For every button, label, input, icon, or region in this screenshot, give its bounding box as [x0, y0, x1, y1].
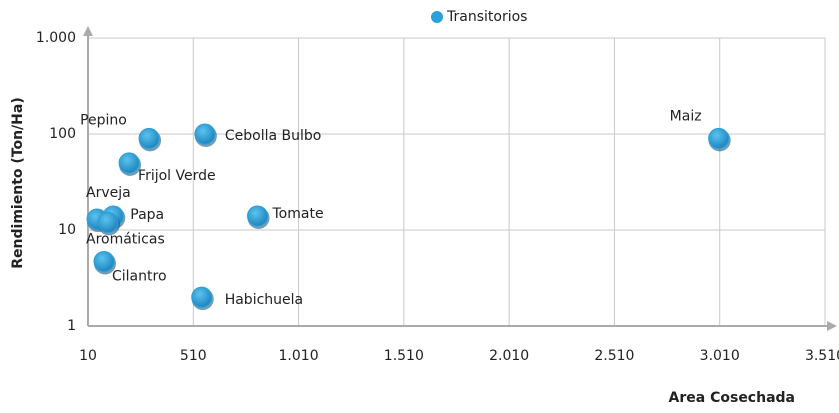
point-label: Aromáticas: [86, 231, 165, 247]
point: [97, 211, 119, 233]
y-tick-label: 1: [67, 318, 76, 334]
x-tick-label: 2.510: [594, 348, 634, 364]
legend-marker: [431, 11, 443, 23]
x-tick-label: 10: [79, 348, 97, 364]
x-tick-label: 3.010: [700, 348, 740, 364]
y-tick-label: 1.000: [36, 30, 76, 46]
legend-label: Transitorios: [446, 9, 527, 25]
point: [191, 286, 213, 308]
y-tick-label: 10: [58, 222, 76, 238]
x-tick-label: 1.510: [384, 348, 424, 364]
point: [93, 250, 115, 272]
point-label: Tomate: [272, 206, 324, 222]
y-tick-label: 100: [49, 126, 76, 142]
x-axis-title: Area Cosechada: [669, 390, 795, 406]
point: [118, 152, 140, 174]
point: [708, 127, 730, 149]
y-axis-arrow: [83, 26, 93, 36]
point-label: Frijol Verde: [138, 168, 216, 184]
x-tick-label: 2.010: [489, 348, 529, 364]
point-label: Papa: [130, 207, 164, 223]
x-tick-label: 510: [180, 348, 207, 364]
point: [247, 205, 269, 227]
x-tick-label: 3.510: [805, 348, 839, 364]
point: [138, 127, 160, 149]
point-label: Maiz: [670, 108, 702, 124]
point-label: Arveja: [86, 185, 131, 201]
point-label: Pepino: [80, 112, 127, 128]
x-axis-arrow: [827, 321, 837, 331]
y-axis-title: Rendimiento (Ton/Ha): [10, 97, 26, 268]
point: [194, 123, 216, 145]
x-tick-label: 1.010: [279, 348, 319, 364]
point-label: Habichuela: [225, 292, 303, 308]
point-label: Cilantro: [112, 268, 167, 284]
point-label: Cebolla Bulbo: [225, 128, 321, 144]
